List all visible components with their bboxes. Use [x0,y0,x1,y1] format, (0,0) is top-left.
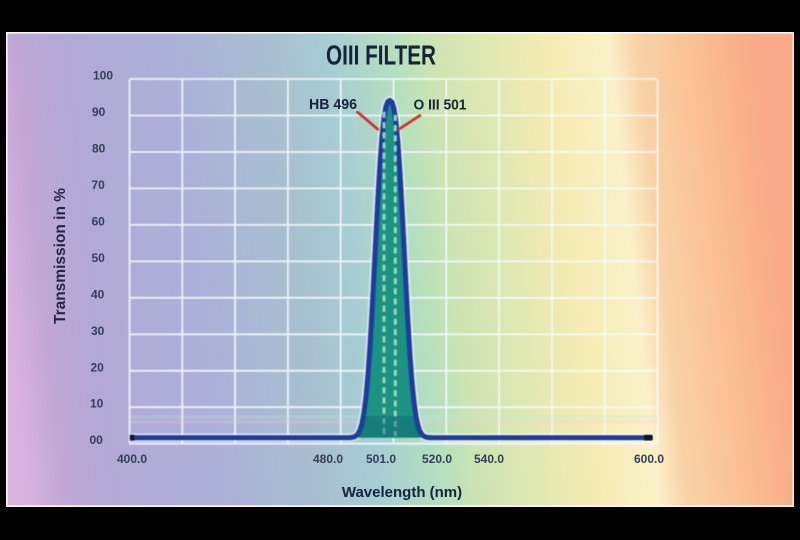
svg-text:HB 496: HB 496 [309,97,357,113]
svg-text:Wavelength (nm): Wavelength (nm) [342,484,462,501]
svg-text:40: 40 [91,287,105,301]
svg-text:20: 20 [91,360,105,374]
svg-text:O III 501: O III 501 [414,98,467,114]
svg-text:520.0: 520.0 [422,452,452,466]
svg-text:480.0: 480.0 [313,452,343,466]
svg-text:OIII FILTER: OIII FILTER [326,40,436,71]
svg-text:10: 10 [90,397,104,411]
svg-text:70: 70 [92,178,106,192]
svg-text:80: 80 [92,142,106,156]
svg-text:Transmission in %: Transmission in % [52,188,69,324]
svg-text:50: 50 [92,251,106,265]
svg-text:30: 30 [91,324,105,338]
svg-text:90: 90 [92,105,106,119]
svg-text:540.0: 540.0 [474,452,504,466]
svg-text:100: 100 [93,69,113,83]
svg-text:501.0: 501.0 [366,452,396,466]
svg-text:60: 60 [92,214,106,228]
svg-text:00: 00 [90,433,104,447]
svg-text:600.0: 600.0 [634,452,664,466]
svg-text:400.0: 400.0 [117,452,147,466]
